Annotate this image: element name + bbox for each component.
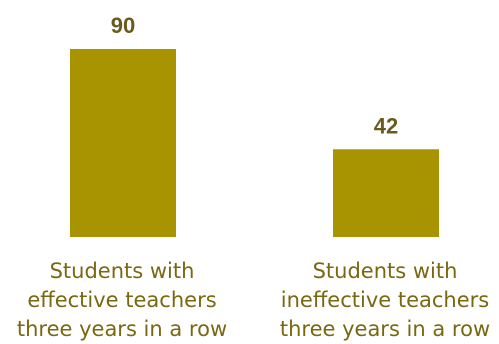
- category-label-effective: Students with effective teachers three y…: [2, 257, 242, 344]
- value-label-0: 90: [111, 13, 135, 38]
- bar-1: [333, 149, 439, 237]
- category-label-line: Students with: [312, 259, 458, 283]
- bar-0: [70, 49, 176, 237]
- value-label-1: 42: [374, 113, 398, 138]
- category-label-line: ineffective teachers: [280, 288, 490, 312]
- category-label-line: effective teachers: [27, 288, 217, 312]
- category-label-line: three years in a row: [279, 317, 491, 341]
- category-label-line: three years in a row: [16, 317, 228, 341]
- category-label-line: Students with: [49, 259, 195, 283]
- category-label-ineffective: Students with ineffective teachers three…: [265, 257, 499, 344]
